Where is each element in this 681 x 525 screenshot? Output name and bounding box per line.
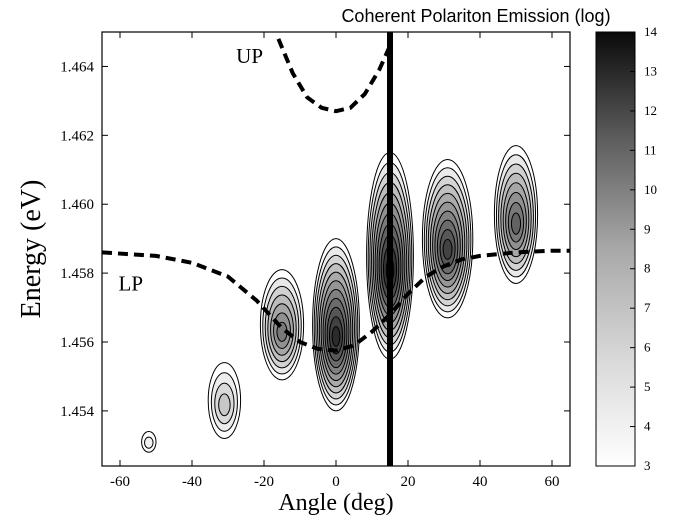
- x-tick-label: 40: [473, 474, 488, 490]
- x-tick-label: 20: [401, 474, 416, 490]
- annotation-lp: LP: [119, 271, 144, 295]
- contour-level: [442, 238, 453, 260]
- colorbar-tick-label: 13: [644, 63, 657, 78]
- x-tick-label: 0: [332, 474, 340, 490]
- colorbar-tick-label: 10: [644, 182, 657, 197]
- dispersion-curve-lp: [102, 248, 570, 353]
- annotations: UP LP: [119, 44, 263, 295]
- dispersion-curve-up: [276, 38, 392, 114]
- colorbar-tick-label: 14: [644, 24, 658, 39]
- contour-level: [331, 326, 341, 347]
- contour-level: [510, 212, 522, 235]
- colorbar: 3 4 5 6 7 8 9 10 11 12 13 14: [595, 24, 658, 473]
- emission-peak: [493, 145, 539, 284]
- colorbar-tick-label: 6: [644, 340, 651, 355]
- emission-peak: [312, 238, 360, 412]
- annotation-up: UP: [236, 44, 263, 68]
- colorbar-tick-label: 3: [644, 458, 651, 473]
- y-tick-label: 1.464: [60, 59, 94, 75]
- emission-peak: [259, 269, 305, 381]
- x-tick-label: -40: [182, 474, 202, 490]
- y-tick-label: 1.460: [60, 197, 94, 213]
- emission-peak: [141, 431, 157, 453]
- y-tick-label: 1.462: [60, 128, 94, 144]
- x-tick-label: -20: [254, 474, 274, 490]
- x-axis: -60 -40 -20 0 20 40 60: [110, 32, 560, 490]
- colorbar-tick-label: 11: [644, 142, 657, 157]
- colorbar-gradient: [595, 31, 636, 467]
- x-tick-label: -60: [110, 474, 130, 490]
- colorbar-tick-label: 8: [644, 261, 651, 276]
- colorbar-tick-label: 5: [644, 379, 651, 394]
- y-tick-label: 1.456: [60, 335, 94, 351]
- y-axis: 1.454 1.456 1.458 1.460 1.462 1.464: [60, 59, 570, 420]
- contour-level: [218, 393, 231, 417]
- colorbar-tick-label: 7: [644, 300, 651, 315]
- y-axis-label: Energy (eV): [16, 180, 47, 319]
- y-tick-label: 1.454: [60, 404, 94, 420]
- plot-area: -60 -40 -20 0 20 40 60 1.4541.4561.4581.4601.4…: [60, 31, 571, 490]
- chart-title: Coherent Polariton Emission (log): [341, 6, 610, 26]
- colorbar-tick-label: 9: [644, 221, 651, 236]
- emission-contours: [141, 145, 539, 453]
- emission-peak: [421, 158, 474, 319]
- y-tick-label: 1.458: [60, 266, 94, 282]
- colorbar-ticks: 3 4 5 6 7 8 9 10 11 12 13 14: [630, 24, 658, 473]
- emission-peak: [207, 362, 242, 439]
- x-axis-label: Angle (deg): [278, 490, 393, 516]
- colorbar-tick-label: 4: [644, 419, 651, 434]
- contour-level: [144, 436, 154, 449]
- dispersion-curves: [102, 38, 570, 353]
- x-tick-label: 60: [545, 474, 560, 490]
- colorbar-tick-label: 12: [644, 103, 657, 118]
